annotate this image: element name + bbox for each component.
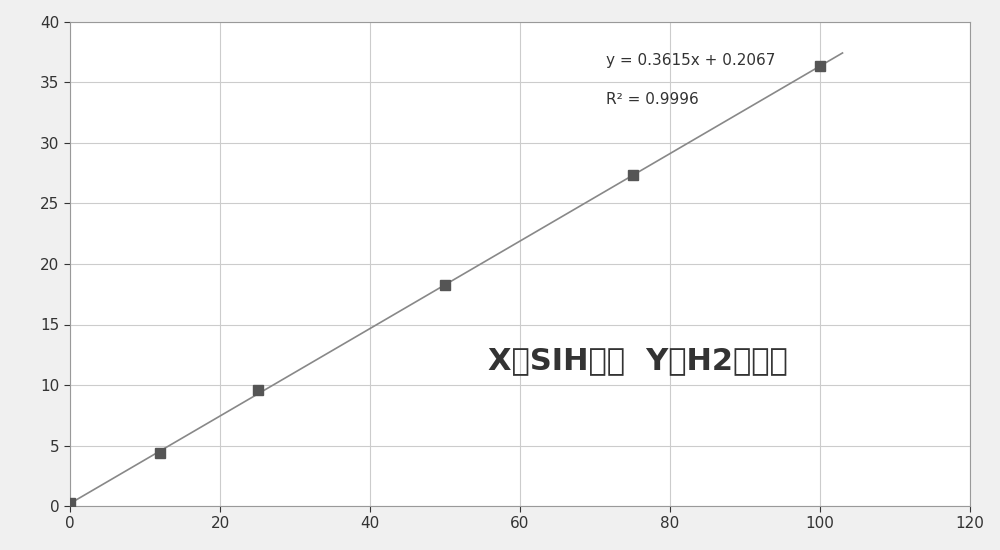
Text: R² = 0.9996: R² = 0.9996: [606, 92, 698, 107]
Text: X－SIH含量  Y－H2峰面积: X－SIH含量 Y－H2峰面积: [488, 346, 788, 375]
Text: y = 0.3615x + 0.2067: y = 0.3615x + 0.2067: [606, 53, 775, 68]
